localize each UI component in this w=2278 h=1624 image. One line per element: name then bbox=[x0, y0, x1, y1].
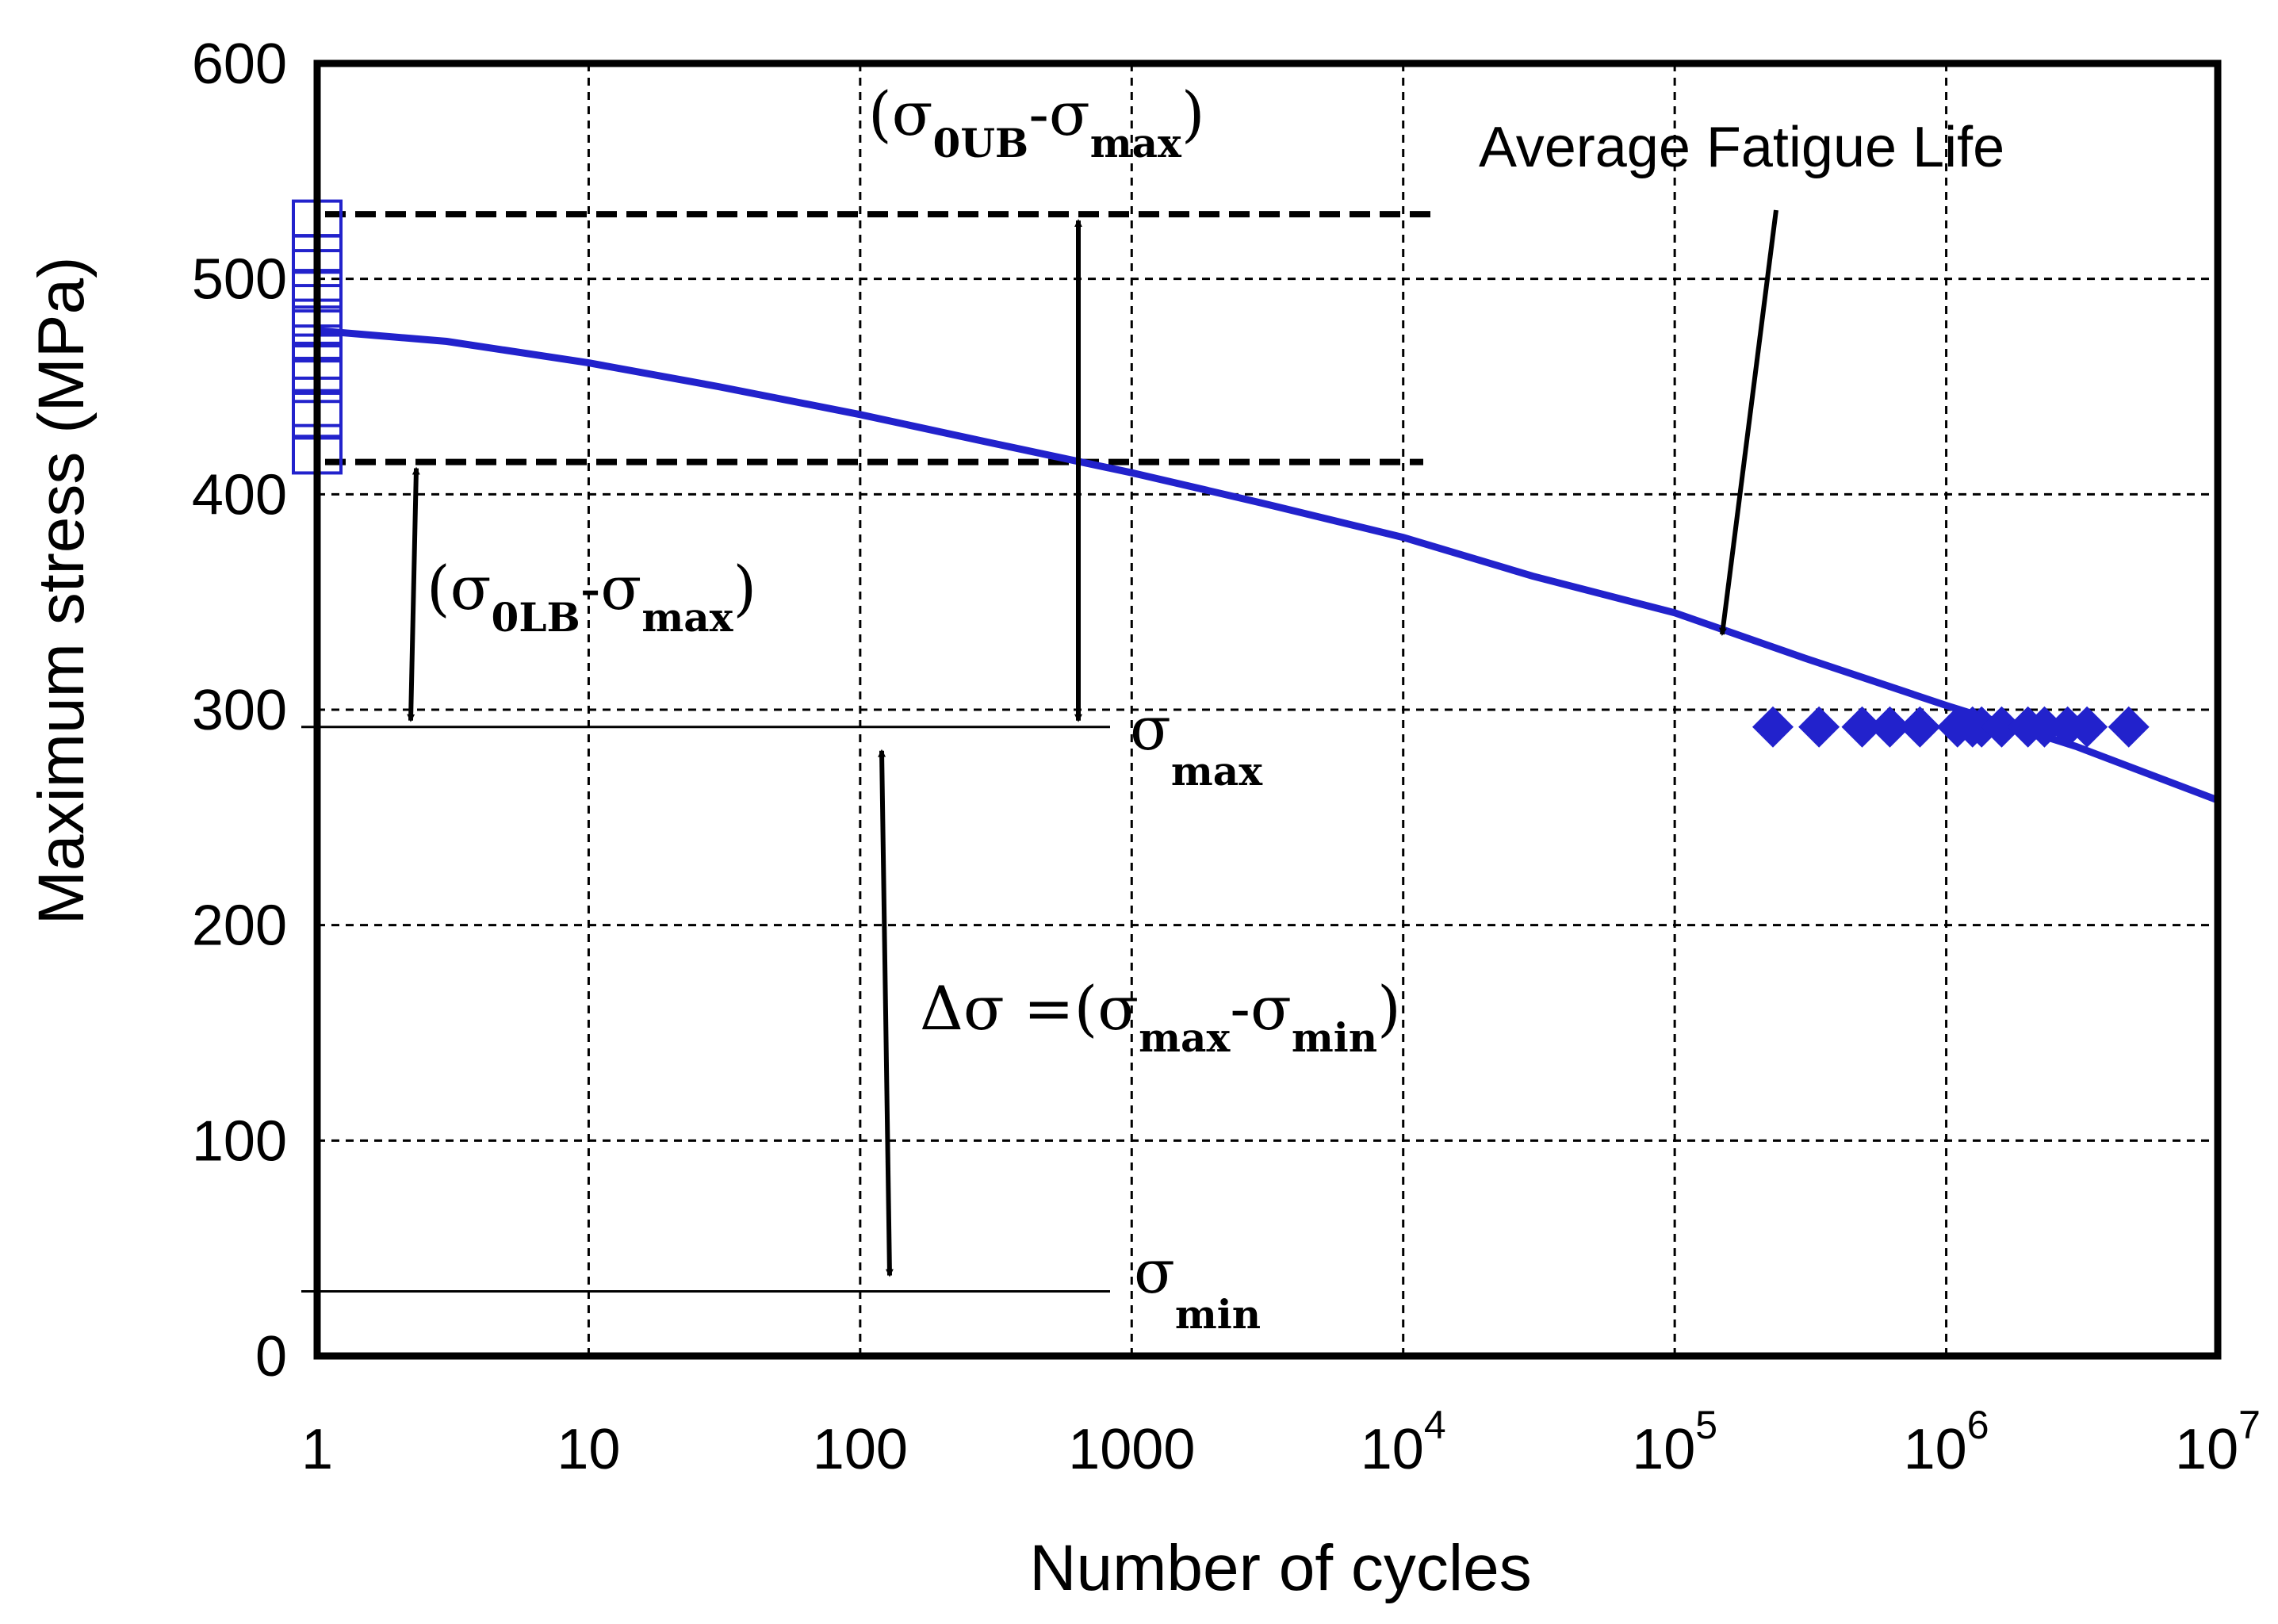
sigma-min-label: σmin bbox=[1134, 1236, 1261, 1338]
y-tick-label: 100 bbox=[192, 1109, 287, 1173]
x-tick-exponent: 5 bbox=[1695, 1403, 1717, 1447]
x-axis-title: Number of cycles bbox=[1029, 1532, 1531, 1604]
y-tick-label: 600 bbox=[192, 33, 287, 96]
reference-lines bbox=[301, 211, 1435, 1293]
x-tick-base: 10 bbox=[1632, 1418, 1695, 1481]
x-tick-base: 10 bbox=[1904, 1418, 1967, 1481]
y-tick-labels: 0 100 200 300 400 500 600 bbox=[192, 33, 287, 1388]
x-tick-exponent: 7 bbox=[2238, 1403, 2261, 1447]
x-tick-exponent: 6 bbox=[1967, 1403, 1989, 1447]
delta-sigma-arrow bbox=[878, 749, 894, 1277]
x-tick-base: 10 bbox=[557, 1418, 620, 1481]
x-tick-base: 10 bbox=[1361, 1418, 1424, 1481]
annotation-arrows bbox=[407, 209, 1778, 1277]
x-tick-labels: 1 10 100 1000 104 105 106 107 bbox=[301, 1403, 2261, 1481]
runout-marker bbox=[2108, 706, 2150, 748]
x-tick-label: 104 bbox=[1361, 1403, 1446, 1481]
x-tick-base: 10 bbox=[2175, 1418, 2238, 1481]
y-tick-label: 0 bbox=[255, 1325, 287, 1388]
x-tick-base: 100 bbox=[813, 1418, 908, 1481]
x-tick-label: 10 bbox=[557, 1418, 620, 1481]
runout-marker bbox=[1841, 706, 1883, 748]
y-tick-label: 400 bbox=[192, 463, 287, 527]
y-tick-label: 500 bbox=[192, 248, 287, 312]
lb-range-arrow bbox=[407, 466, 420, 722]
runout-marker bbox=[1869, 706, 1911, 748]
x-tick-exponent: 4 bbox=[1424, 1403, 1446, 1447]
runout-marker bbox=[2023, 706, 2066, 748]
x-tick-label: 100 bbox=[813, 1418, 908, 1481]
runout-marker bbox=[1899, 706, 1941, 748]
data-series bbox=[292, 199, 2219, 804]
y-tick-label: 200 bbox=[192, 894, 287, 958]
delta-sigma-label: Δσ =(σmax-σmin) bbox=[920, 973, 1401, 1061]
ub-difference-label: (σ0UB-σmax) bbox=[868, 79, 1205, 167]
y-axis-title: Maximum stress (MPa) bbox=[25, 257, 98, 925]
x-tick-label: 106 bbox=[1904, 1403, 1989, 1481]
x-tick-label: 1 bbox=[301, 1418, 333, 1481]
gridlines bbox=[317, 63, 2218, 1356]
runout-marker bbox=[2066, 706, 2108, 748]
x-tick-label: 107 bbox=[2175, 1403, 2261, 1481]
runout-marker bbox=[1752, 706, 1794, 748]
x-tick-base: 1 bbox=[301, 1418, 333, 1481]
average-fatigue-life-curve bbox=[316, 327, 2219, 804]
x-tick-label: 105 bbox=[1632, 1403, 1717, 1481]
average-life-pointer-arrow bbox=[1719, 209, 1778, 636]
runout-marker bbox=[1798, 706, 1840, 748]
lb-difference-label: (σ0LB-σmax) bbox=[427, 553, 756, 641]
plot-frame bbox=[313, 59, 2222, 1360]
average-fatigue-life-label: Average Fatigue Life bbox=[1479, 116, 2004, 179]
sigma-max-label: σmax bbox=[1130, 693, 1263, 795]
y-tick-label: 300 bbox=[192, 679, 287, 742]
x-tick-label: 1000 bbox=[1068, 1418, 1195, 1481]
runout-marker bbox=[1981, 706, 2023, 748]
x-tick-base: 1000 bbox=[1068, 1418, 1195, 1481]
